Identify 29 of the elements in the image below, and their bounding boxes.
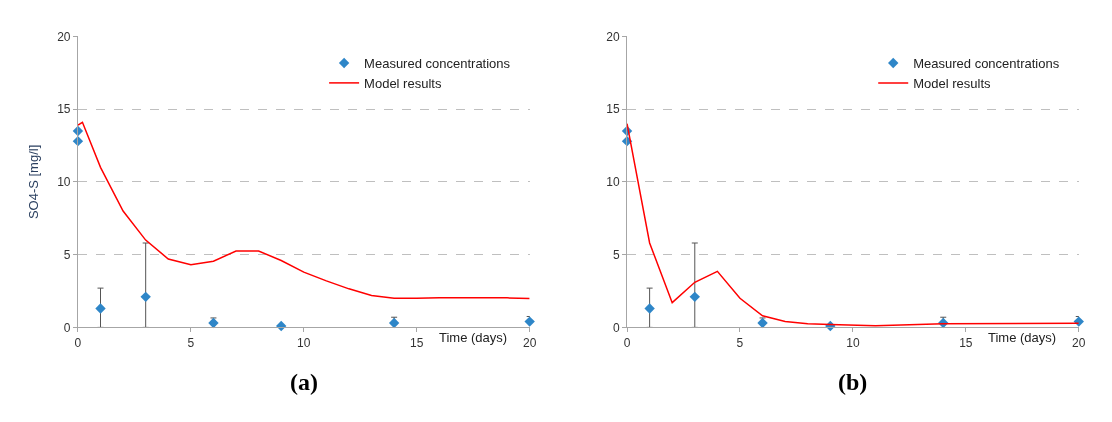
- y-tick-label: 15: [57, 102, 71, 117]
- y-tick-label: 15: [606, 102, 620, 117]
- text: (b): [838, 369, 868, 395]
- y-tick-label: 20: [57, 29, 71, 44]
- legend-label: Measured concentrations: [913, 56, 1060, 72]
- legend-label: Model results: [364, 75, 442, 91]
- y-tick-label: 0: [63, 320, 71, 335]
- x-tick-label: 0: [623, 335, 631, 350]
- x-tick-label: 0: [74, 335, 82, 350]
- y-axis-title: SO4-S [mg/l]: [26, 144, 42, 220]
- legend-label: Measured concentrations: [364, 56, 511, 72]
- x-tick-label: 5: [736, 335, 744, 350]
- y-tick-label: 0: [612, 320, 620, 335]
- legend-label: Model results: [913, 75, 992, 91]
- x-axis-title: Time (days): [988, 330, 1057, 345]
- x-tick-label: 5: [187, 335, 195, 350]
- x-tick-label: 10: [846, 335, 860, 350]
- y-tick-label: 5: [63, 247, 71, 262]
- x-tick-label: 20: [1072, 335, 1086, 350]
- y-tick-label: 10: [57, 175, 71, 190]
- x-tick-label: 10: [297, 335, 311, 350]
- x-axis-title: Time (days): [439, 330, 508, 345]
- text: (a): [290, 369, 318, 395]
- x-tick-label: 15: [410, 335, 424, 350]
- x-tick-label: 20: [522, 335, 537, 350]
- y-tick-label: 10: [606, 175, 620, 190]
- x-tick-label: 15: [959, 335, 973, 350]
- y-tick-label: 5: [612, 247, 620, 262]
- y-tick-label: 20: [606, 29, 620, 44]
